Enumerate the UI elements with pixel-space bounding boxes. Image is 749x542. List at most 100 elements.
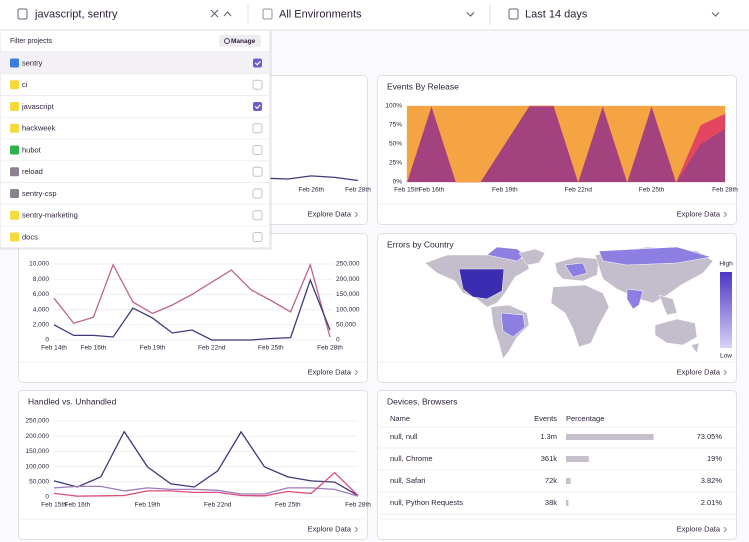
check-mark [254, 60, 261, 66]
country-region [654, 318, 698, 346]
checkbox-checked[interactable] [253, 102, 262, 111]
project-row[interactable]: ci [0, 79, 270, 96]
platform-icon [10, 145, 19, 155]
x-tick-label: Feb 19th [135, 502, 161, 509]
project-name[interactable]: reload [22, 167, 43, 176]
project-row[interactable]: docs [10, 232, 263, 242]
line [53, 278, 331, 341]
project-name[interactable]: hubot [22, 145, 42, 154]
explore-chevron[interactable] [723, 526, 728, 533]
explore-data-link[interactable]: Explore Data [677, 524, 721, 533]
filter-input[interactable]: Filter projects [10, 38, 53, 45]
checkbox[interactable] [252, 232, 263, 242]
checkbox[interactable] [252, 166, 263, 177]
percentage-bar [566, 456, 589, 462]
explore-chevron[interactable] [723, 369, 728, 376]
header-bar [0, 0, 749, 30]
x-tick-label: Feb 22nd [564, 187, 592, 194]
line [53, 485, 359, 497]
x-tick-label: Feb 28th [712, 187, 738, 194]
explore-data-link[interactable]: Explore Data [308, 524, 352, 533]
y-tick-label: 100,000 [26, 463, 50, 470]
checkbox[interactable] [252, 123, 263, 134]
checkbox[interactable] [252, 210, 263, 221]
check-mark [254, 104, 261, 110]
checkbox-checked[interactable] [253, 58, 262, 68]
period-selector[interactable]: Last 14 days [525, 8, 588, 20]
project-row[interactable]: sentry [0, 52, 270, 75]
widget: Handled vs. Unhandled 0 50,000 100,000 150,0… [18, 390, 371, 540]
widget-panel [377, 390, 737, 540]
area [406, 105, 726, 183]
widget: Devices, Browsers Name Events Percentage nul… [377, 390, 737, 540]
column-header: Name [390, 414, 410, 423]
project-row[interactable]: reload [0, 166, 270, 183]
x-tick-label: Feb 16th [65, 502, 91, 509]
explore-data-link[interactable]: Explore Data [308, 367, 352, 376]
row-percentage: 19% [707, 454, 722, 463]
explore-chevron[interactable] [354, 211, 359, 218]
country-region [626, 288, 644, 310]
explore-data-link[interactable]: Explore Data [677, 209, 721, 218]
project-row[interactable]: hubot [0, 145, 270, 162]
project-name[interactable]: sentry [22, 58, 43, 67]
explore-data-link[interactable]: Explore Data [308, 209, 352, 218]
platform-icon [10, 167, 19, 177]
checkbox[interactable] [252, 79, 263, 90]
project-row[interactable]: sentry-marketing [0, 210, 270, 227]
line [53, 471, 359, 497]
y2-tick-label: 250,000 [336, 261, 360, 268]
project-name[interactable]: javascript [21, 102, 55, 111]
environment-chevron[interactable] [466, 12, 475, 17]
environment-selector[interactable]: All Environments [279, 8, 362, 20]
line [53, 430, 359, 497]
row-events: 38k [545, 498, 557, 507]
project-name[interactable]: ci [22, 80, 28, 89]
platform-icon [10, 189, 19, 198]
project-name[interactable]: docs [22, 232, 38, 241]
explore-data-link[interactable]: Explore Data [677, 367, 721, 376]
column-header: Events [534, 414, 557, 423]
explore-chevron[interactable] [354, 369, 359, 376]
project-name[interactable]: hackweek [22, 124, 56, 133]
project-row[interactable]: sentry-csp [0, 188, 270, 205]
y2-tick-label: 50,000 [336, 322, 356, 329]
widget-panel [18, 233, 368, 383]
widget-title: Devices, Browsers [387, 396, 457, 406]
manage-button[interactable] [219, 35, 261, 47]
y-tick-label: 200,000 [26, 433, 50, 440]
checkbox[interactable] [252, 188, 263, 199]
clear-icon[interactable] [210, 9, 219, 18]
x-tick-label: Feb 22nd [198, 345, 226, 352]
country-region [518, 248, 546, 266]
project-name[interactable]: sentry-marketing [22, 211, 78, 220]
platform-icon [10, 58, 19, 68]
row-name: null, Python Requests [390, 498, 463, 507]
explore-chevron[interactable] [354, 526, 359, 533]
percentage-bar [566, 478, 571, 484]
y2-tick-label: 150,000 [336, 291, 360, 298]
project-row[interactable]: hackweek [0, 123, 270, 140]
platform-icon [10, 232, 19, 242]
y-tick-label: 0 [45, 337, 49, 344]
project-name[interactable]: sentry-csp [22, 189, 57, 198]
period-chevron[interactable] [711, 12, 720, 17]
widget: Errors by Country High Low Explore Data [377, 233, 737, 383]
y-tick-label: 0 [45, 494, 49, 501]
project-row[interactable]: javascript [0, 102, 270, 118]
explore-chevron[interactable] [723, 211, 728, 218]
x-tick-label: Feb 19th [492, 187, 518, 194]
country-region [658, 294, 678, 316]
y-tick-label: 150,000 [26, 448, 50, 455]
checkbox[interactable] [252, 145, 263, 155]
country-region [690, 342, 700, 354]
y2-tick-label: 200,000 [336, 276, 360, 283]
collapse-icon[interactable] [223, 11, 232, 17]
x-tick-label: Feb 15th [394, 187, 420, 194]
project-dropdown: Filter projects Manage sentry ci javascript h… [0, 29, 272, 250]
country-region [564, 262, 588, 278]
manage-label[interactable]: Manage [231, 38, 256, 45]
project-selector[interactable]: javascript, sentry [34, 8, 118, 20]
y-tick-label: 75% [389, 122, 402, 129]
